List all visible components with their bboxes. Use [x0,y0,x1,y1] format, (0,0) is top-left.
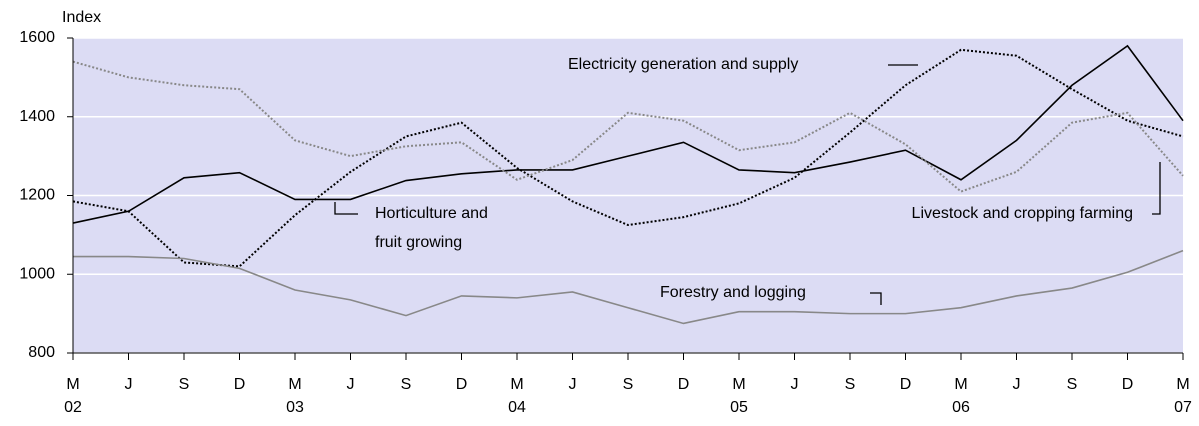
y-tick-label: 1400 [19,108,55,125]
series-line [72,48,1184,268]
x-tick-label: D [234,376,246,393]
x-tick-label: M [66,376,79,393]
x-tick-label: S [401,376,412,393]
x-year-label: 07 [1174,399,1192,416]
x-year-label: 03 [286,399,304,416]
series-line [73,249,1184,325]
annotation: Livestock and cropping farming [912,205,1133,222]
x-tick-label: J [791,376,799,393]
x-tick-label: S [179,376,190,393]
x-tick-label: S [1067,376,1078,393]
leader-line [334,202,358,215]
x-tick-label: J [1013,376,1021,393]
annotation: fruit growing [375,234,462,251]
x-year-label: 02 [64,399,82,416]
x-tick-label: M [288,376,301,393]
y-tick-label: 1000 [19,265,55,282]
leader-line [870,292,882,305]
x-tick-label: J [347,376,355,393]
x-tick-label: D [1122,376,1134,393]
x-tick-label: D [456,376,468,393]
x-tick-label: J [125,376,133,393]
x-year-label: 06 [952,399,970,416]
leader-line [1152,162,1161,215]
x-tick-label: M [732,376,745,393]
x-tick-label: D [900,376,912,393]
x-tick-label: D [678,376,690,393]
x-tick-label: M [510,376,523,393]
x-year-label: 05 [730,399,748,416]
annotation: Forestry and logging [660,284,806,301]
x-tick-label: S [845,376,856,393]
y-tick-label: 1200 [19,187,55,204]
x-tick-label: M [954,376,967,393]
y-axis-label: Index [62,9,101,26]
series-line [72,44,1184,224]
y-tick-label: 800 [28,344,55,361]
annotation: Horticulture and [375,205,488,222]
annotation: Electricity generation and supply [568,56,798,73]
x-tick-label: S [623,376,634,393]
y-tick-label: 1600 [19,29,55,46]
x-tick-label: M [1176,376,1189,393]
x-year-label: 04 [508,399,526,416]
x-tick-label: J [569,376,577,393]
series-line [72,60,1184,193]
